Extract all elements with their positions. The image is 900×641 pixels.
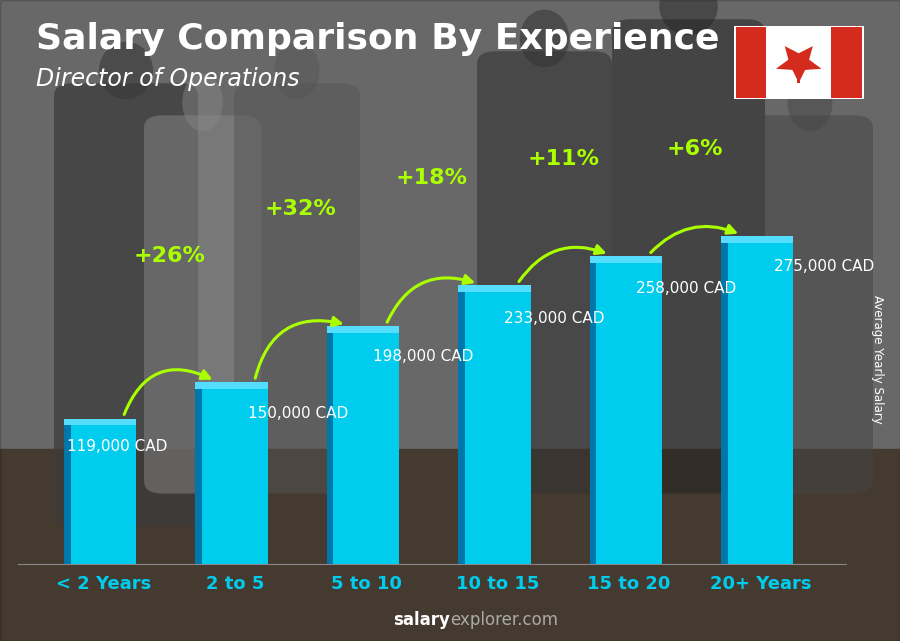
- Text: Director of Operations: Director of Operations: [36, 67, 300, 91]
- Bar: [721, 237, 794, 243]
- Text: +32%: +32%: [265, 199, 337, 219]
- Text: 198,000 CAD: 198,000 CAD: [373, 349, 473, 364]
- Ellipse shape: [182, 74, 222, 131]
- Bar: [597, 263, 662, 564]
- Text: 258,000 CAD: 258,000 CAD: [635, 281, 736, 296]
- Bar: [590, 263, 597, 564]
- Ellipse shape: [788, 74, 832, 131]
- Bar: [333, 333, 399, 564]
- Text: salary: salary: [393, 612, 450, 629]
- Text: 233,000 CAD: 233,000 CAD: [504, 311, 605, 326]
- Ellipse shape: [274, 42, 320, 99]
- Bar: [728, 243, 794, 564]
- Bar: [327, 326, 399, 333]
- Bar: [735, 28, 766, 97]
- Bar: [721, 243, 728, 564]
- FancyBboxPatch shape: [747, 115, 873, 494]
- Text: Average Yearly Salary: Average Yearly Salary: [871, 295, 884, 423]
- FancyBboxPatch shape: [54, 83, 198, 526]
- FancyBboxPatch shape: [477, 51, 612, 494]
- Text: +11%: +11%: [527, 149, 599, 169]
- FancyBboxPatch shape: [612, 19, 765, 494]
- Bar: [195, 383, 267, 388]
- Ellipse shape: [659, 0, 717, 35]
- Text: 119,000 CAD: 119,000 CAD: [67, 439, 167, 454]
- Bar: [195, 388, 202, 564]
- Bar: [0, 0, 900, 449]
- Text: +6%: +6%: [667, 139, 723, 159]
- Text: explorer.com: explorer.com: [450, 612, 558, 629]
- Bar: [590, 256, 662, 263]
- Bar: [458, 285, 531, 292]
- Text: 275,000 CAD: 275,000 CAD: [774, 259, 874, 274]
- Ellipse shape: [520, 10, 570, 67]
- Bar: [202, 388, 267, 564]
- Bar: [458, 292, 465, 564]
- FancyBboxPatch shape: [234, 83, 360, 494]
- Bar: [64, 425, 70, 564]
- Bar: [832, 28, 862, 97]
- Bar: [70, 425, 136, 564]
- Text: +26%: +26%: [133, 246, 205, 265]
- Ellipse shape: [99, 42, 153, 99]
- Text: Salary Comparison By Experience: Salary Comparison By Experience: [36, 22, 719, 56]
- FancyBboxPatch shape: [732, 24, 866, 101]
- Text: +18%: +18%: [396, 169, 468, 188]
- Polygon shape: [776, 46, 822, 83]
- Bar: [797, 72, 800, 83]
- Bar: [64, 419, 136, 425]
- Text: 150,000 CAD: 150,000 CAD: [248, 406, 348, 421]
- Bar: [0, 449, 900, 641]
- Bar: [465, 292, 531, 564]
- FancyBboxPatch shape: [144, 115, 261, 494]
- Bar: [327, 333, 333, 564]
